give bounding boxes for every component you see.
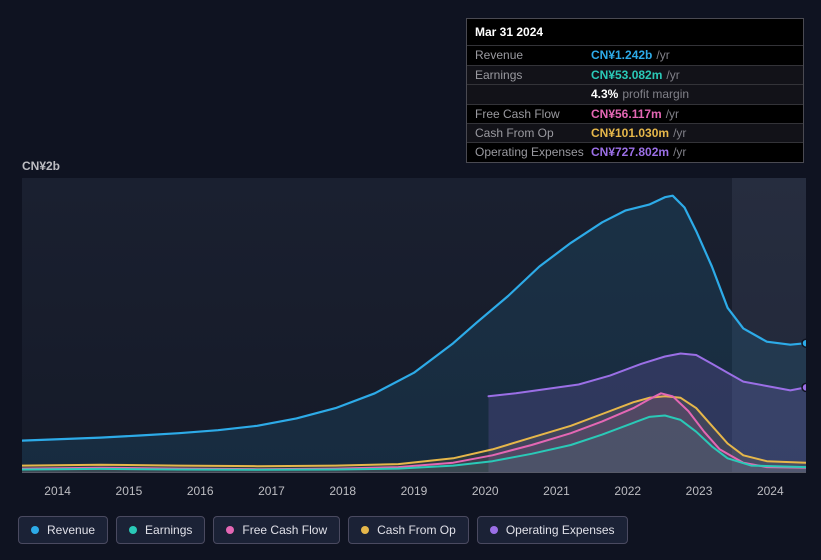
chart-area[interactable] (22, 178, 806, 473)
tooltip-row: 4.3%profit margin (467, 85, 803, 104)
x-tick: 2018 (307, 484, 378, 498)
tooltip-row: Cash From OpCN¥101.030m/yr (467, 124, 803, 143)
tooltip-row-value: 4.3%profit margin (591, 87, 689, 101)
x-tick: 2022 (592, 484, 663, 498)
tooltip-row-value: CN¥101.030m/yr (591, 126, 686, 140)
legend-dot-icon (361, 526, 369, 534)
legend-item-earnings[interactable]: Earnings (116, 516, 205, 544)
tooltip-row-label: Cash From Op (475, 126, 591, 140)
legend-dot-icon (226, 526, 234, 534)
tooltip-row-label (475, 87, 591, 101)
legend-label: Earnings (145, 523, 192, 537)
x-tick: 2014 (22, 484, 93, 498)
x-tick: 2015 (93, 484, 164, 498)
tooltip-row: Operating ExpensesCN¥727.802m/yr (467, 143, 803, 161)
tooltip-row-value: CN¥1.242b/yr (591, 48, 670, 62)
x-tick: 2023 (663, 484, 734, 498)
x-tick: 2017 (236, 484, 307, 498)
plot-svg (22, 178, 806, 473)
legend-dot-icon (129, 526, 137, 534)
tooltip-row: RevenueCN¥1.242b/yr (467, 46, 803, 65)
series-end-marker-operating-expenses (802, 383, 806, 391)
tooltip-date: Mar 31 2024 (467, 19, 803, 46)
tooltip-row: Free Cash FlowCN¥56.117m/yr (467, 105, 803, 124)
tooltip-row-value: CN¥56.117m/yr (591, 107, 679, 121)
legend-item-revenue[interactable]: Revenue (18, 516, 108, 544)
tooltip-row-value: CN¥727.802m/yr (591, 145, 686, 159)
x-axis: 2014201520162017201820192020202120222023… (22, 484, 806, 498)
legend-label: Revenue (47, 523, 95, 537)
x-tick: 2019 (378, 484, 449, 498)
x-tick: 2016 (165, 484, 236, 498)
legend-label: Operating Expenses (506, 523, 615, 537)
tooltip-row-label: Operating Expenses (475, 145, 591, 159)
legend-item-operating-expenses[interactable]: Operating Expenses (477, 516, 628, 544)
series-end-marker-revenue (802, 339, 806, 347)
tooltip-row-label: Earnings (475, 68, 591, 82)
tooltip-row-label: Free Cash Flow (475, 107, 591, 121)
x-tick: 2021 (521, 484, 592, 498)
x-tick: 2024 (735, 484, 806, 498)
legend-item-cash-from-op[interactable]: Cash From Op (348, 516, 469, 544)
x-tick: 2020 (450, 484, 521, 498)
tooltip-row-label: Revenue (475, 48, 591, 62)
legend: Revenue Earnings Free Cash Flow Cash From O… (18, 516, 628, 544)
tooltip-row: EarningsCN¥53.082m/yr (467, 66, 803, 85)
hover-tooltip: Mar 31 2024 RevenueCN¥1.242b/yrEarningsC… (466, 18, 804, 163)
legend-dot-icon (31, 526, 39, 534)
tooltip-row-value: CN¥53.082m/yr (591, 68, 680, 82)
legend-dot-icon (490, 526, 498, 534)
y-max-label: CN¥2b (22, 159, 60, 173)
legend-label: Cash From Op (377, 523, 456, 537)
legend-item-free-cash-flow[interactable]: Free Cash Flow (213, 516, 340, 544)
legend-label: Free Cash Flow (242, 523, 327, 537)
